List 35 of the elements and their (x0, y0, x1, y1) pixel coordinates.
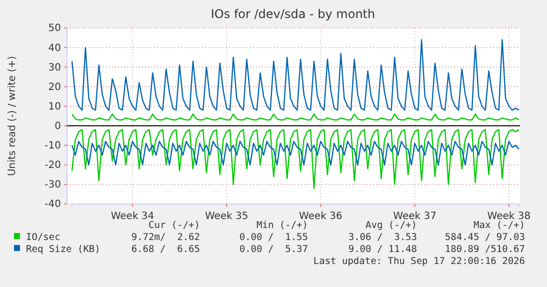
y-tick-label: 0 (54, 120, 61, 132)
y-tick-label: 40 (48, 42, 61, 54)
y-tick-label: 10 (48, 101, 61, 112)
y-axis-title: Units read (-) / write (+) (7, 56, 18, 176)
y-tick-label: 20 (48, 82, 61, 93)
text: 0.00 / 5.37 (239, 244, 308, 255)
x-tick-label: Week 34 (110, 211, 154, 222)
text: 3.06 / 3.53 (348, 232, 417, 243)
legend-label: IO/sec (26, 232, 60, 243)
line-series (71, 129, 520, 189)
chart-title: IOs for /dev/sda - by month (210, 7, 376, 21)
legend-label: Req Size (KB) (26, 244, 100, 255)
text: Last update: Thu Sep 17 22:00:16 2026 (313, 256, 526, 267)
text: 9.00 / 11.48 (348, 244, 418, 255)
text: 0.00 / 1.55 (239, 232, 308, 243)
y-tick-label: -40 (44, 199, 61, 210)
text: 6.68 / 6.65 (131, 244, 200, 255)
text: Max (-/+) (474, 220, 525, 231)
x-tick-label: Week 35 (204, 211, 248, 222)
line-series (71, 140, 520, 166)
text: Avg (-/+) (366, 220, 417, 231)
y-tick-label: -10 (44, 140, 61, 152)
text: 9.72m/ 2.62 (131, 232, 200, 243)
y-tick-label: -20 (44, 160, 61, 172)
y-tick-label: -30 (44, 180, 61, 191)
x-tick-label: Week 38 (487, 211, 531, 222)
line-series (71, 39, 520, 111)
y-tick-label: 30 (48, 62, 61, 74)
text: 584.45 / 97.03 (444, 232, 525, 243)
x-tick-label: Week 36 (299, 211, 342, 222)
text: Cur (-/+) (148, 220, 200, 231)
y-tick-label: 50 (48, 23, 61, 34)
text: Min (-/+) (256, 220, 308, 231)
x-tick-label: Week 37 (393, 211, 436, 222)
text: 180.89 /510.67 (444, 244, 525, 255)
